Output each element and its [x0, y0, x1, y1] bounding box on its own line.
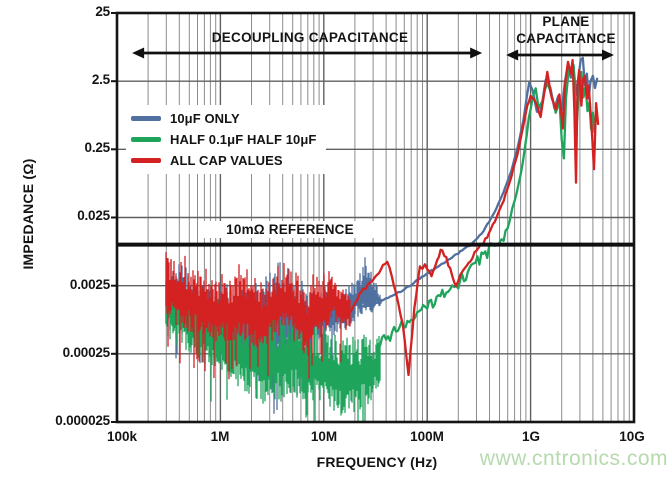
plane-capacitance-label: PLANE CAPACITANCE	[496, 13, 636, 47]
decoupling-capacitance-label: DECOUPLING CAPACITANCE	[211, 30, 409, 45]
annotation-arrow-1	[506, 49, 614, 61]
y-tick-label: 25	[95, 4, 110, 19]
x-tick-label: 10G	[619, 429, 645, 444]
y-tick-label: 0.00025	[62, 345, 111, 360]
annotation-arrow-0	[132, 47, 483, 59]
legend-label: 10μF ONLY	[170, 111, 240, 126]
watermark: www.cntronics.com	[479, 447, 668, 470]
legend-label: HALF 0.1μF HALF 10μF	[170, 132, 317, 147]
x-tick-label: 1G	[521, 429, 540, 444]
x-axis-title: FREQUENCY (Hz)	[316, 454, 438, 470]
legend-swatch-red	[131, 158, 161, 163]
y-axis-title: IMPEDANCE (Ω)	[20, 158, 36, 270]
y-axis-ticks	[111, 12, 117, 423]
x-tick-label: 100k	[106, 429, 138, 444]
legend-swatch-green	[131, 137, 161, 142]
legend-swatch-blue	[131, 116, 161, 121]
legend-item: HALF 0.1μF HALF 10μF	[131, 129, 316, 150]
trace-1	[378, 63, 596, 347]
y-tick-label: 0.025	[77, 208, 110, 223]
trace-2	[340, 58, 600, 377]
y-tick-label: 2.5	[91, 72, 110, 87]
legend-item: 10μF ONLY	[131, 108, 316, 129]
reference-line-label: 10mΩ REFERENCE	[203, 221, 377, 238]
legend-item: ALL CAP VALUES	[131, 150, 316, 171]
noise-band-2	[165, 252, 351, 380]
plane-capacitance-line2: CAPACITANCE	[516, 31, 616, 46]
legend: 10μF ONLY HALF 0.1μF HALF 10μF ALL CAP V…	[126, 105, 327, 174]
y-tick-label: 0.0025	[69, 277, 110, 292]
legend-label: ALL CAP VALUES	[170, 153, 283, 168]
x-tick-label: 10M	[310, 429, 338, 444]
y-tick-label: 0.25	[84, 140, 111, 155]
plane-capacitance-line1: PLANE	[542, 14, 590, 29]
y-tick-label: 0.000025	[55, 413, 110, 428]
x-tick-label: 100M	[410, 429, 444, 444]
trace-0	[358, 56, 599, 309]
x-tick-label: 1M	[210, 429, 230, 444]
